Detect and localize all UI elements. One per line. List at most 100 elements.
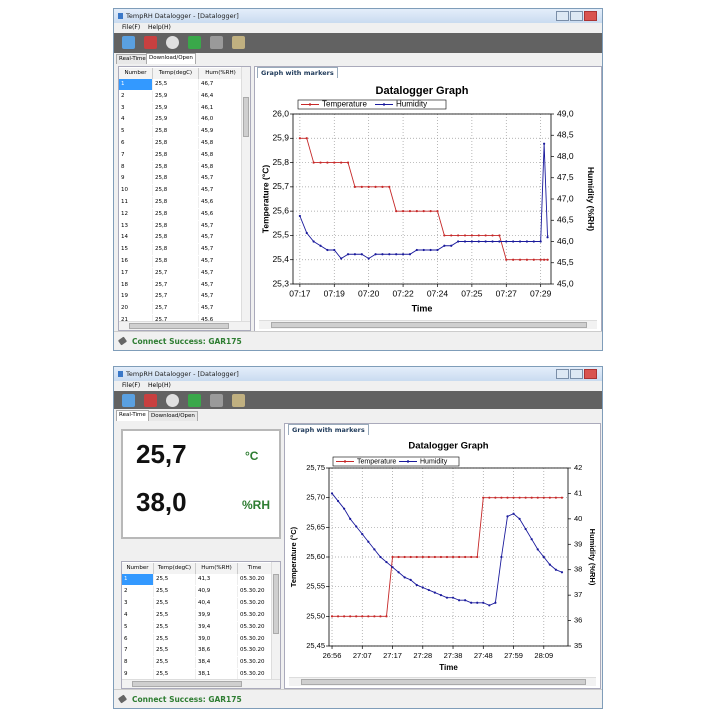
clock-button[interactable]	[166, 394, 179, 407]
help-button[interactable]	[232, 394, 245, 407]
data-point	[415, 210, 418, 213]
data-point	[415, 248, 418, 252]
table-cell: 25,5	[154, 621, 196, 633]
data-point	[385, 615, 388, 618]
menu-item[interactable]: File(F)	[122, 382, 141, 389]
status-text: Connect Success: GAR175	[132, 337, 242, 346]
data-point	[343, 615, 346, 618]
table-cell: 9	[122, 669, 154, 681]
download-button[interactable]	[188, 36, 201, 49]
y-tick-label: 26,0	[272, 108, 289, 118]
close-button[interactable]	[584, 11, 597, 21]
data-point	[560, 571, 564, 574]
legend-label: Temperature	[322, 100, 367, 109]
data-point	[450, 244, 453, 247]
settings-button[interactable]	[210, 394, 223, 407]
y2-tick-label: 48,0	[557, 151, 574, 161]
data-point	[319, 161, 322, 164]
table-cell: 18	[119, 279, 153, 291]
scrollbar[interactable]	[119, 321, 250, 330]
scrollbar[interactable]	[122, 679, 280, 688]
legend-label: Humidity	[396, 100, 427, 109]
table-cell: 4	[119, 114, 153, 126]
y2-tick-label: 38	[574, 565, 582, 574]
data-point	[506, 515, 509, 518]
scrollbar[interactable]	[241, 67, 250, 322]
minimize-button[interactable]	[556, 11, 569, 21]
data-point	[336, 499, 340, 503]
data-point	[427, 588, 430, 592]
scrollbar[interactable]	[289, 677, 596, 686]
minimize-button[interactable]	[556, 369, 569, 379]
tab[interactable]: Download/Open	[146, 53, 196, 64]
y-tick-label: 25,75	[306, 463, 325, 472]
temperature-unit: °C	[245, 449, 259, 463]
table-cell: 25,5	[154, 597, 196, 609]
data-point	[518, 496, 521, 499]
download-button[interactable]	[188, 394, 201, 407]
data-point	[401, 210, 405, 213]
data-point	[494, 601, 497, 604]
data-point	[506, 496, 509, 499]
graph-tab[interactable]: Graph with markers	[257, 67, 338, 78]
legend-marker	[343, 460, 347, 463]
close-button[interactable]	[584, 369, 597, 379]
data-point	[470, 234, 473, 237]
x-axis-label: Time	[412, 303, 433, 313]
column-header: Number	[122, 563, 154, 574]
data-point	[500, 555, 503, 559]
x-tick-label: 28:09	[534, 651, 553, 660]
x-tick-label: 27:07	[353, 651, 372, 660]
data-point	[470, 601, 473, 604]
data-point	[477, 234, 480, 237]
open-button[interactable]	[122, 394, 135, 407]
settings-button[interactable]	[210, 36, 223, 49]
help-button[interactable]	[232, 36, 245, 49]
data-point	[457, 555, 461, 559]
data-point	[512, 512, 515, 515]
table-cell: 15	[119, 244, 153, 256]
table-cell: 13	[119, 220, 153, 232]
save-button[interactable]	[144, 394, 157, 407]
y2-tick-label: 46,5	[557, 215, 574, 225]
data-point	[367, 615, 370, 618]
y-tick-label: 25,3	[272, 278, 289, 288]
data-point	[395, 210, 398, 213]
table-cell: 7	[122, 645, 154, 657]
table-cell: 12	[119, 208, 153, 220]
table-cell: 39,9	[196, 609, 238, 621]
data-point	[319, 244, 322, 247]
save-button[interactable]	[144, 36, 157, 49]
x-axis-label: Time	[439, 663, 458, 672]
table-cell: 25,7	[153, 315, 199, 326]
data-point	[312, 161, 315, 164]
table-cell: 3	[119, 102, 153, 114]
x-tick-label: 07:22	[392, 288, 414, 298]
status-bar: Connect Success: GAR175	[114, 689, 602, 708]
data-point	[518, 240, 522, 243]
maximize-button[interactable]	[570, 11, 583, 21]
data-point	[379, 615, 382, 618]
data-point	[408, 253, 412, 256]
menu-item[interactable]: Help(H)	[148, 382, 171, 389]
table-cell: 6	[119, 138, 153, 149]
y-tick-label: 25,8	[272, 157, 289, 167]
data-point	[445, 596, 449, 599]
menu-item[interactable]: Help(H)	[148, 24, 171, 31]
data-point	[498, 240, 501, 243]
y2-tick-label: 45,0	[557, 278, 574, 288]
data-point	[542, 496, 545, 499]
data-point	[524, 527, 527, 531]
graph-tab[interactable]: Graph with markers	[288, 424, 369, 435]
menu-item[interactable]: File(F)	[122, 24, 141, 31]
clock-button[interactable]	[166, 36, 179, 49]
maximize-button[interactable]	[570, 369, 583, 379]
data-point	[518, 258, 522, 261]
scrollbar[interactable]	[271, 562, 280, 680]
tab[interactable]: Download/Open	[148, 411, 198, 421]
data-point	[439, 594, 443, 597]
data-point	[374, 253, 377, 256]
scrollbar[interactable]	[259, 320, 597, 329]
open-button[interactable]	[122, 36, 135, 49]
series-line	[299, 137, 548, 261]
